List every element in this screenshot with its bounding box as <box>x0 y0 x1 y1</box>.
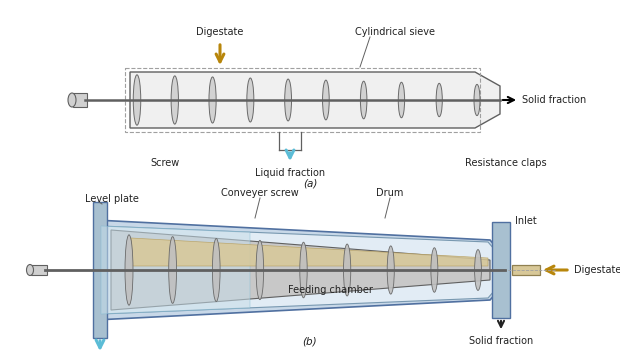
Ellipse shape <box>256 240 264 299</box>
Text: Liquid fraction: Liquid fraction <box>255 168 325 178</box>
Ellipse shape <box>360 81 367 119</box>
Bar <box>512 265 540 275</box>
Text: Cylindrical sieve: Cylindrical sieve <box>355 27 435 37</box>
Text: Screw: Screw <box>150 158 179 168</box>
Ellipse shape <box>27 264 33 275</box>
Ellipse shape <box>388 246 394 294</box>
Ellipse shape <box>343 244 351 296</box>
Ellipse shape <box>247 78 254 122</box>
Ellipse shape <box>209 77 216 123</box>
Ellipse shape <box>68 93 76 107</box>
Ellipse shape <box>322 80 329 120</box>
Ellipse shape <box>431 248 438 292</box>
Text: Solid fraction: Solid fraction <box>469 336 533 346</box>
Text: Solid fraction: Solid fraction <box>522 95 587 105</box>
Text: Digestate: Digestate <box>197 27 244 37</box>
Bar <box>492 222 510 318</box>
Polygon shape <box>101 226 508 314</box>
Text: Inlet: Inlet <box>515 216 537 226</box>
Text: (a): (a) <box>303 178 317 188</box>
Ellipse shape <box>474 84 480 116</box>
Text: Conveyer screw: Conveyer screw <box>221 188 299 198</box>
Ellipse shape <box>285 79 291 121</box>
Ellipse shape <box>169 236 177 303</box>
Bar <box>31 265 47 275</box>
Polygon shape <box>111 230 490 310</box>
Polygon shape <box>130 72 500 128</box>
Ellipse shape <box>300 242 307 298</box>
Text: (b): (b) <box>303 336 317 346</box>
Text: Feeding chamber: Feeding chamber <box>288 285 373 295</box>
Polygon shape <box>95 220 510 320</box>
Ellipse shape <box>133 75 141 125</box>
Ellipse shape <box>436 83 442 117</box>
Bar <box>93 202 107 338</box>
Text: Digestate: Digestate <box>574 265 620 275</box>
Ellipse shape <box>171 76 179 124</box>
Polygon shape <box>131 238 488 266</box>
Bar <box>73 93 87 107</box>
Ellipse shape <box>213 239 220 302</box>
Ellipse shape <box>125 235 133 305</box>
Text: Drum: Drum <box>376 188 404 198</box>
Ellipse shape <box>474 250 481 290</box>
Text: Level plate: Level plate <box>85 194 139 204</box>
Ellipse shape <box>398 82 405 118</box>
Text: Resistance claps: Resistance claps <box>465 158 547 168</box>
Polygon shape <box>101 226 250 314</box>
